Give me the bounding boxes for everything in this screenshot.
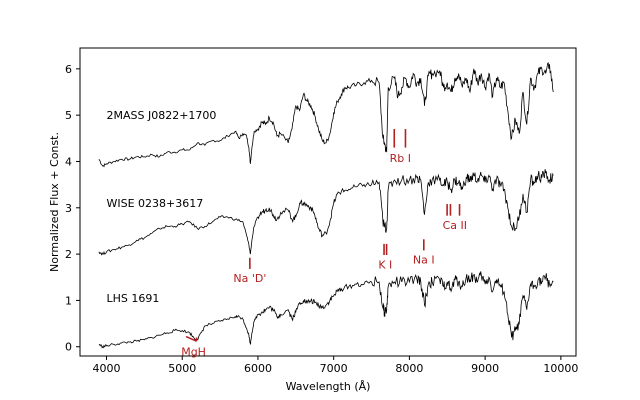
line-annotations: Rb I Na 'D' K I Na I Ca II MgH [181, 129, 467, 358]
annotation-label: Na 'D' [233, 272, 266, 285]
y-tick-label: 5 [65, 109, 72, 122]
annotation-label: Na I [413, 254, 435, 267]
annotation-marker [185, 335, 197, 342]
annotation-label: K I [378, 258, 392, 271]
x-tick-label: 8000 [395, 362, 423, 375]
x-tick-label: 4000 [93, 362, 121, 375]
series-label: 2MASS J0822+1700 [107, 109, 217, 122]
y-tick-label: 3 [65, 202, 72, 215]
x-tick-label: 10000 [543, 362, 578, 375]
plot-area-border [79, 47, 577, 357]
spectra-series: 2MASS J0822+1700 WISE 0238+3617 LHS 1691 [98, 61, 554, 349]
plot-frame [79, 47, 577, 357]
x-axis: 4000 5000 6000 7000 8000 9000 10000 [93, 356, 578, 375]
y-tick-label: 2 [65, 248, 72, 261]
y-tick-label: 4 [65, 155, 72, 168]
annotation-label: Ca II [443, 219, 467, 232]
annotation-label: MgH [181, 345, 206, 358]
series-label: WISE 0238+3617 [107, 197, 204, 210]
series-label: LHS 1691 [107, 292, 160, 305]
x-tick-label: 7000 [320, 362, 348, 375]
y-tick-label: 1 [65, 294, 72, 307]
spectrum-line [98, 169, 554, 256]
x-axis-title: Wavelength (Å) [286, 380, 371, 393]
y-tick-label: 0 [65, 341, 72, 354]
x-tick-label: 9000 [471, 362, 499, 375]
annotation-label: Rb I [390, 152, 411, 165]
x-tick-label: 6000 [244, 362, 272, 375]
x-tick-label: 5000 [168, 362, 196, 375]
spectrum-line [98, 61, 554, 168]
spectrum-line [98, 271, 554, 349]
y-tick-label: 6 [65, 63, 72, 76]
y-axis: 0 1 2 3 4 5 6 [65, 63, 80, 354]
y-axis-title: Normalized Flux + Const. [48, 132, 61, 272]
